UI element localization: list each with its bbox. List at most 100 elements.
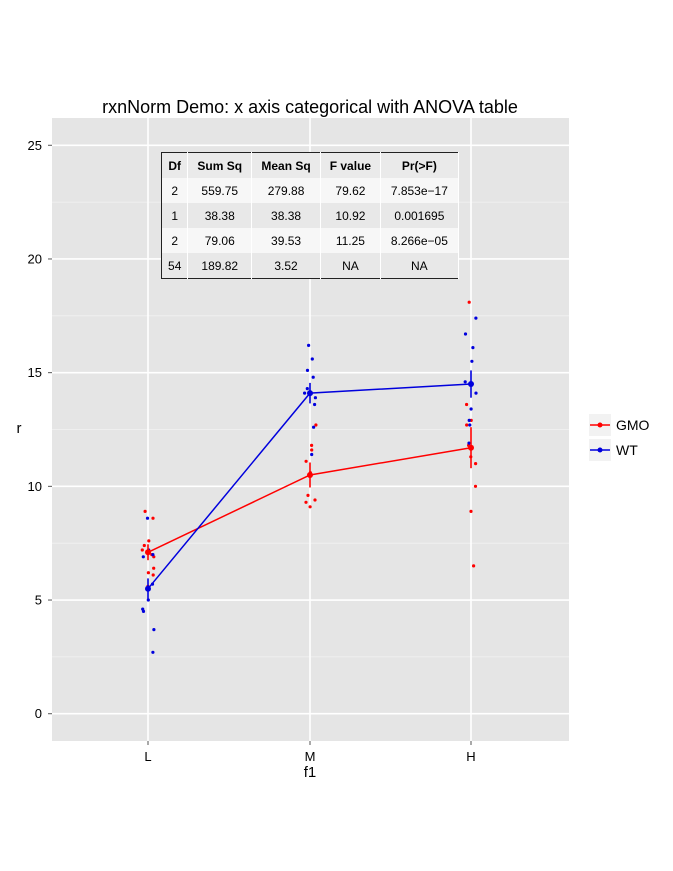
data-point-gmo <box>310 448 314 452</box>
mean-point-wt <box>145 585 151 592</box>
anova-cell: 3.52 <box>251 253 322 279</box>
data-point-wt <box>463 380 467 384</box>
anova-cell: NA <box>320 253 381 279</box>
data-point-wt <box>474 391 478 395</box>
data-point-gmo <box>313 498 317 502</box>
anova-row: 2 79.06 39.53 11.25 8.266e−05 <box>161 228 460 253</box>
data-point-wt <box>305 387 309 391</box>
mean-point-gmo <box>307 472 313 478</box>
data-point-gmo <box>146 571 150 575</box>
anova-cell: 10.92 <box>320 203 381 228</box>
legend-label-wt: WT <box>616 442 638 458</box>
anova-row: 1 38.38 38.38 10.92 0.001695 <box>161 203 460 228</box>
data-point-wt <box>310 452 314 457</box>
y-tick-label: 5 <box>35 593 42 608</box>
data-point-gmo <box>467 300 471 304</box>
data-point-gmo <box>472 564 476 568</box>
anova-cell: 559.75 <box>187 178 253 203</box>
data-point-wt <box>312 425 316 429</box>
anova-header-df: Df <box>161 152 189 178</box>
data-point-wt <box>467 441 471 445</box>
data-point-wt <box>313 396 317 400</box>
anova-cell: NA <box>380 253 460 279</box>
data-point-wt <box>471 346 475 350</box>
data-point-gmo <box>308 505 312 509</box>
anova-header-p-value: Pr(>F) <box>380 152 460 178</box>
anova-row: 2 559.75 279.88 79.62 7.853e−17 <box>161 178 460 203</box>
x-axis-title: f1 <box>304 764 317 781</box>
data-point-gmo <box>151 573 155 577</box>
data-point-wt <box>303 391 307 395</box>
data-point-wt <box>470 359 474 363</box>
data-point-gmo <box>304 500 308 504</box>
data-point-wt <box>141 555 145 559</box>
y-tick-label: 20 <box>28 251 42 266</box>
data-point-wt <box>311 375 315 379</box>
data-point-gmo <box>465 402 469 407</box>
anova-cell: 7.853e−17 <box>380 178 460 203</box>
data-point-wt <box>313 402 317 407</box>
data-point-wt <box>467 418 471 422</box>
data-point-wt <box>463 332 468 336</box>
anova-row: 54 189.82 3.52 NA NA <box>161 253 460 279</box>
data-point-gmo <box>473 484 478 488</box>
y-tick-label: 10 <box>28 479 42 494</box>
mean-point-gmo <box>468 444 474 451</box>
anova-header-mean-sq: Mean Sq <box>251 152 322 178</box>
legend-marker-wt <box>597 447 603 453</box>
y-axis-ticks: 0 5 10 15 20 25 <box>28 138 52 721</box>
data-point-wt <box>151 650 155 654</box>
anova-table: Df Sum Sq Mean Sq F value Pr(>F) 2 559.7… <box>161 152 460 279</box>
data-point-wt <box>141 609 146 614</box>
x-tick-label: M <box>305 749 316 764</box>
anova-header-sum-sq: Sum Sq <box>187 152 253 178</box>
anova-cell: 8.266e−05 <box>380 228 460 253</box>
anova-cell: 189.82 <box>187 253 253 279</box>
anova-cell: 2 <box>161 228 189 253</box>
legend-label-gmo: GMO <box>616 417 650 433</box>
data-point-gmo <box>143 509 147 513</box>
data-point-wt <box>468 423 472 427</box>
data-point-gmo <box>142 543 146 548</box>
anova-cell: 54 <box>161 253 189 279</box>
data-point-gmo <box>140 548 144 552</box>
data-point-gmo <box>151 516 155 520</box>
y-axis-title: r <box>17 420 22 437</box>
data-point-wt <box>307 343 311 347</box>
data-point-wt <box>305 368 310 372</box>
mean-point-wt <box>307 390 313 397</box>
anova-cell: 79.06 <box>187 228 253 253</box>
anova-cell: 2 <box>161 178 189 203</box>
mean-point-wt <box>468 381 474 387</box>
anova-cell: 0.001695 <box>380 203 460 228</box>
anova-cell: 11.25 <box>320 228 381 253</box>
data-point-gmo <box>474 462 478 466</box>
anova-header-f-value: F value <box>320 152 381 178</box>
legend: GMO WT <box>589 414 650 461</box>
data-point-wt <box>474 316 478 320</box>
data-point-wt <box>145 516 150 520</box>
data-point-wt <box>152 628 156 632</box>
data-point-wt <box>146 598 150 602</box>
y-tick-label: 0 <box>35 706 42 721</box>
y-tick-label: 15 <box>28 365 42 380</box>
data-point-wt <box>151 553 155 557</box>
y-tick-label: 25 <box>28 138 42 153</box>
data-point-gmo <box>152 566 156 570</box>
anova-cell: 1 <box>161 203 189 228</box>
data-point-wt <box>469 407 473 411</box>
anova-cell: 38.38 <box>251 203 322 228</box>
chart-title: rxnNorm Demo: x axis categorical with AN… <box>102 97 518 117</box>
legend-marker-gmo <box>597 422 603 428</box>
data-point-gmo <box>469 509 473 513</box>
data-point-gmo <box>465 423 469 427</box>
mean-points <box>145 381 474 592</box>
anova-cell: 79.62 <box>320 178 381 203</box>
anova-cell: 279.88 <box>251 178 322 203</box>
data-point-gmo <box>306 493 310 497</box>
data-point-gmo <box>314 423 318 427</box>
data-point-gmo <box>310 443 314 447</box>
